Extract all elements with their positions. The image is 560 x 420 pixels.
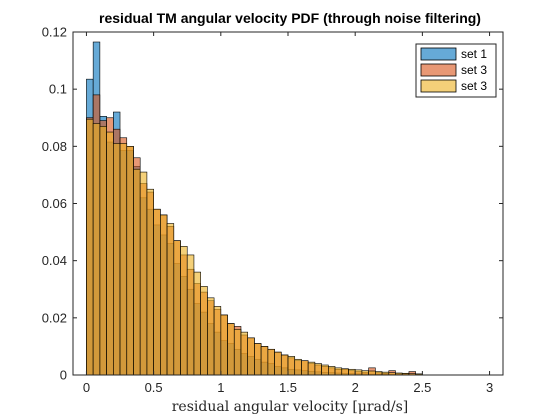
bar — [301, 360, 309, 376]
bar — [334, 367, 343, 376]
x-axis-label: residual angular velocity [μrad/s] — [172, 399, 409, 415]
bar — [193, 271, 201, 376]
bar — [106, 131, 114, 376]
legend-label: set 3 — [461, 63, 487, 77]
bar — [267, 348, 275, 376]
bar — [180, 246, 188, 376]
x-tick-label: 3 — [486, 380, 493, 395]
bar — [92, 123, 101, 376]
bar — [341, 368, 349, 376]
y-tick-label: 0.12 — [42, 25, 67, 40]
bar — [86, 118, 94, 376]
bar — [254, 343, 262, 376]
bar — [314, 363, 322, 376]
chart-title: residual TM angular velocity PDF (throug… — [99, 10, 481, 26]
bar — [153, 208, 161, 376]
bar — [186, 254, 195, 376]
bar — [354, 369, 363, 376]
legend-swatch — [420, 63, 457, 77]
bar — [321, 364, 329, 376]
bar — [146, 188, 154, 376]
bar — [375, 371, 383, 376]
bar — [113, 143, 121, 376]
x-tick-label: 2 — [352, 380, 359, 395]
bar — [247, 337, 255, 376]
x-tick-label: 1.5 — [279, 380, 297, 395]
legend-label: set 3 — [461, 79, 487, 93]
y-tick-label: 0.02 — [42, 310, 67, 325]
bar — [361, 370, 369, 376]
y-axis-ticks: 0 0.02 0.04 0.06 0.08 0.1 0.12 — [42, 25, 503, 383]
bar — [368, 370, 376, 376]
x-tick-label: 0 — [83, 380, 90, 395]
bar — [213, 306, 222, 376]
bar — [200, 286, 208, 376]
bar — [307, 361, 316, 376]
x-axis-ticks: 0 0.5 1 1.5 2 2.5 3 — [83, 32, 493, 395]
bar — [99, 126, 107, 376]
y-tick-label: 0 — [60, 368, 67, 383]
series-3 — [86, 118, 423, 376]
bar — [280, 354, 289, 376]
bars-layer — [86, 41, 423, 376]
bar — [160, 214, 168, 376]
bar — [348, 368, 356, 376]
bar — [274, 351, 282, 376]
x-tick-label: 0.5 — [145, 380, 163, 395]
bar — [173, 240, 181, 376]
bar — [207, 297, 215, 376]
legend-swatch — [420, 47, 457, 61]
y-tick-label: 0.04 — [42, 253, 67, 268]
bar — [260, 346, 269, 376]
bar — [328, 366, 336, 376]
bar — [220, 314, 228, 376]
bar — [166, 223, 175, 376]
legend-swatch — [420, 79, 457, 93]
y-tick-label: 0.06 — [42, 196, 67, 211]
bar — [126, 146, 134, 376]
bar — [287, 356, 296, 376]
bar — [294, 358, 302, 376]
x-tick-label: 2.5 — [413, 380, 431, 395]
legend: set 1 set 3 set 3 — [415, 43, 497, 98]
bar — [139, 171, 148, 376]
y-tick-label: 0.08 — [42, 139, 67, 154]
bar — [240, 331, 248, 376]
bar — [133, 168, 141, 376]
y-tick-label: 0.1 — [49, 82, 67, 97]
legend-label: set 1 — [461, 47, 487, 61]
x-tick-label: 1 — [217, 380, 224, 395]
bar — [227, 323, 235, 376]
bar — [233, 328, 242, 376]
bar — [119, 143, 128, 376]
